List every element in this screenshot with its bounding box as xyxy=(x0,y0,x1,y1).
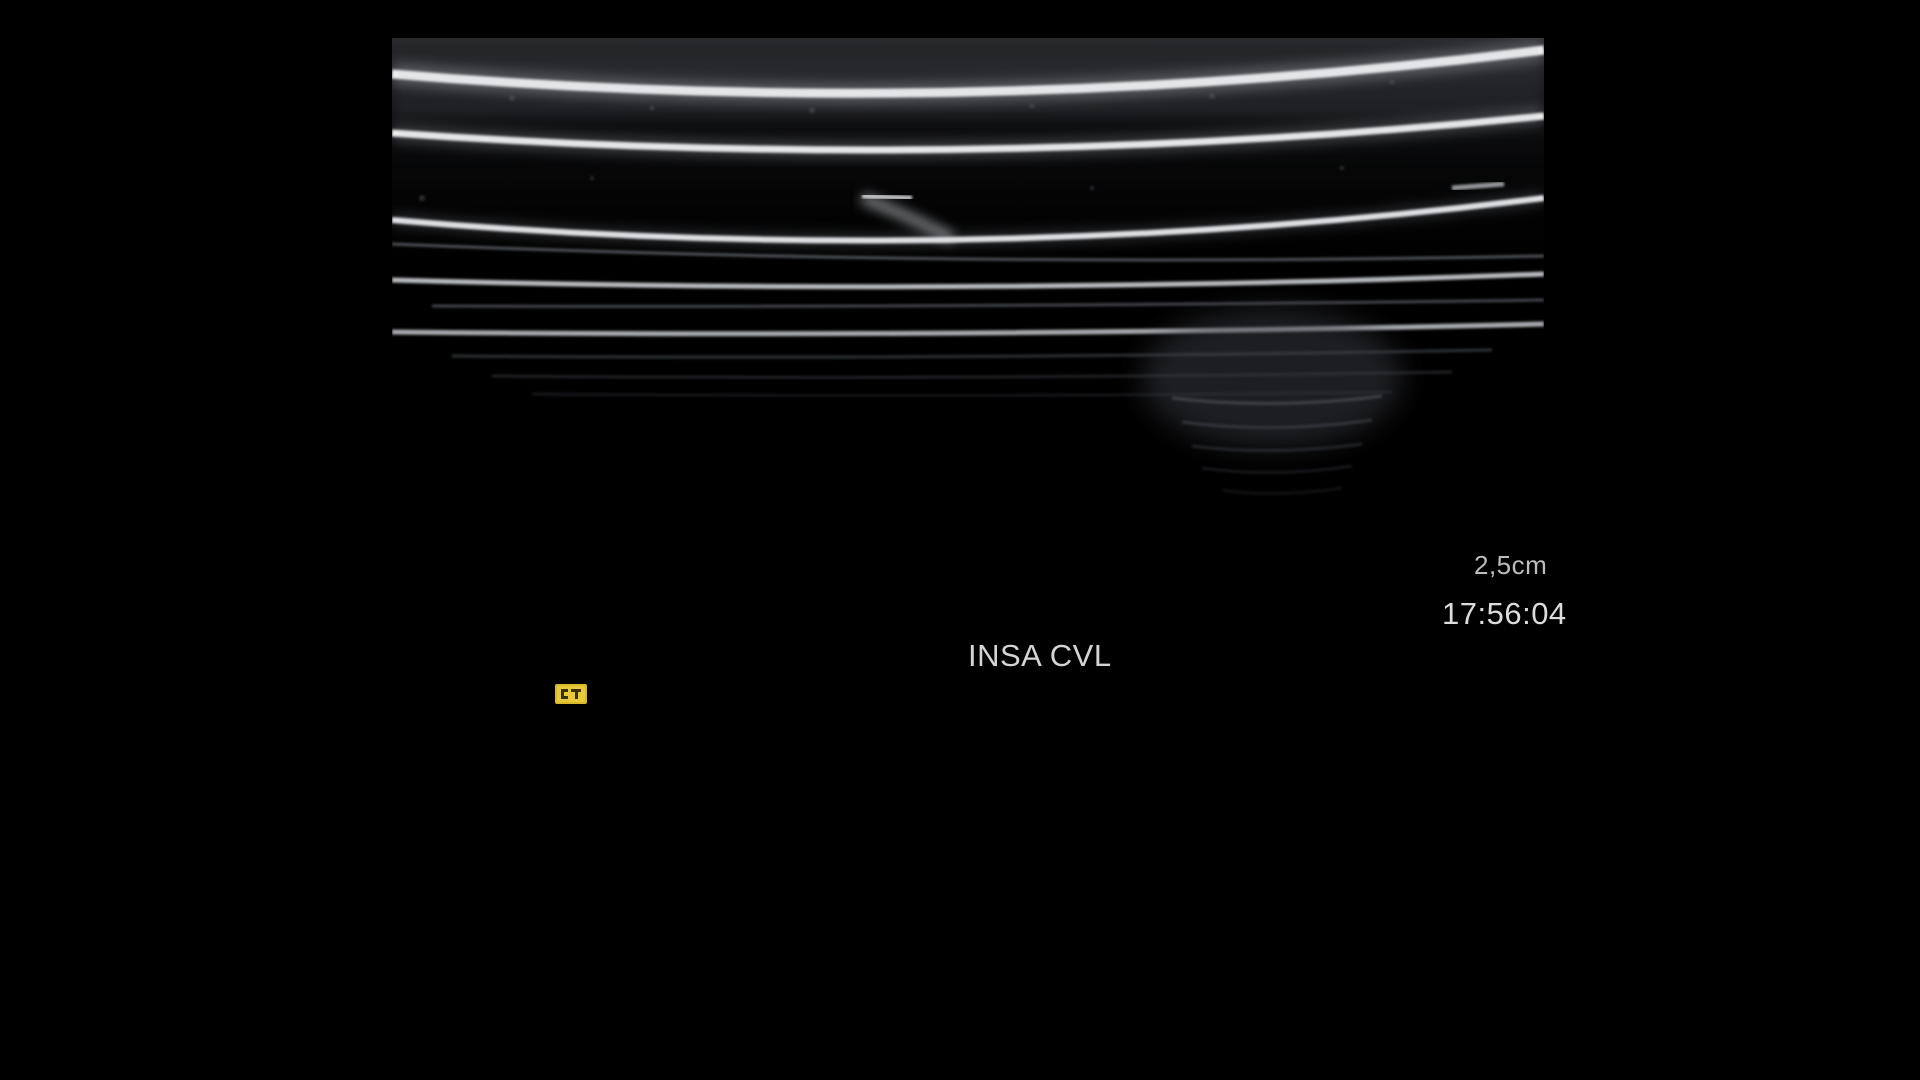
probe-orientation-icon xyxy=(555,684,587,704)
depth-readout: 2,5cm xyxy=(1474,550,1548,580)
ultrasound-image xyxy=(392,38,1544,538)
clock-readout: 17:56:04 xyxy=(1442,596,1567,631)
echo-line-4 xyxy=(392,271,1544,290)
echo-line-5 xyxy=(392,321,1544,337)
ultrasound-scan xyxy=(392,38,1544,496)
echo-scatter xyxy=(1142,308,1402,448)
institution-label: INSA CVL xyxy=(968,638,1112,673)
